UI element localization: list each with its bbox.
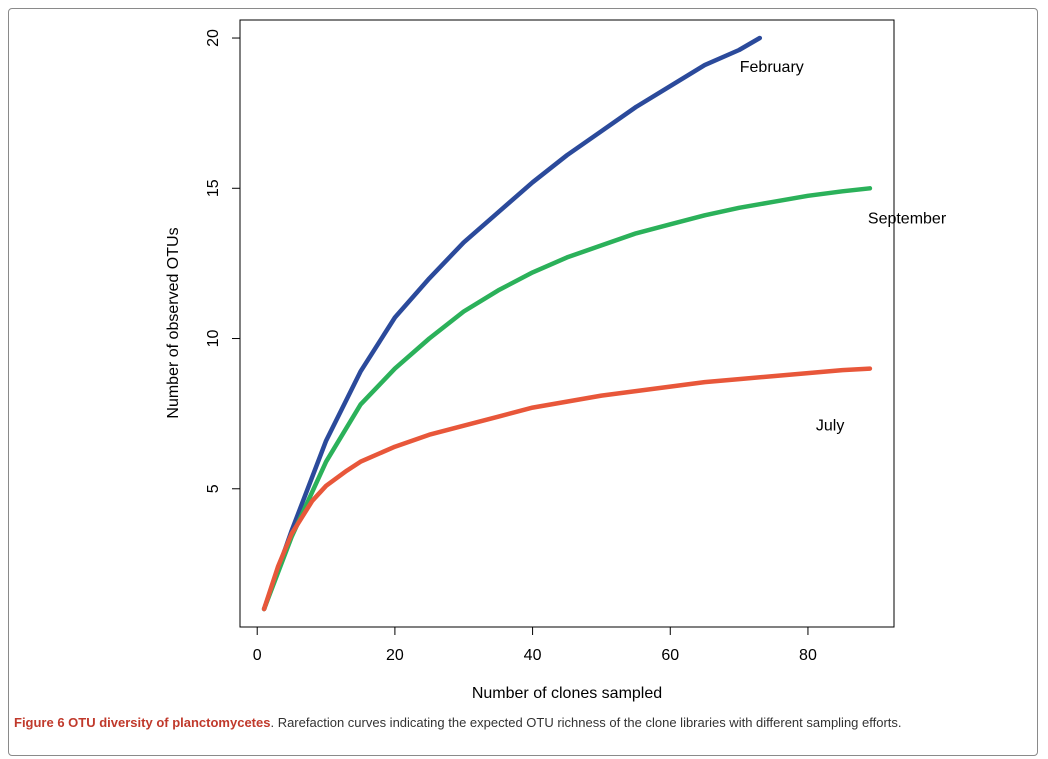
y-axis: 5 10 15 20 xyxy=(205,29,240,493)
y-tick-label: 20 xyxy=(205,29,222,47)
series-line-july xyxy=(261,366,873,612)
y-axis-title: Number of observed OTUs xyxy=(165,227,182,418)
x-axis-title: Number of clones sampled xyxy=(472,685,662,702)
y-tick-label: 10 xyxy=(205,330,222,348)
plot-area-border xyxy=(239,19,895,628)
series-label-february: February xyxy=(740,59,804,76)
y-tick-label: 15 xyxy=(205,179,222,197)
series-label-july: July xyxy=(816,418,844,435)
series-lines xyxy=(261,35,873,612)
series-line-february xyxy=(261,35,763,612)
x-tick-label: 80 xyxy=(799,647,817,664)
y-tick-label: 5 xyxy=(205,484,222,493)
x-tick-label: 40 xyxy=(524,647,542,664)
figure-frame xyxy=(8,8,1038,756)
series-label-september: September xyxy=(868,210,947,227)
caption-text: . Rarefaction curves indicating the expe… xyxy=(270,715,902,730)
caption-label: Figure 6 OTU diversity of planctomycetes xyxy=(14,715,271,730)
figure-caption: Figure 6 OTU diversity of planctomycetes… xyxy=(14,714,1032,732)
x-tick-label: 0 xyxy=(253,647,262,664)
x-tick-label: 20 xyxy=(386,647,404,664)
x-axis: 0 20 40 60 80 xyxy=(253,627,817,664)
x-tick-label: 60 xyxy=(661,647,679,664)
series-labels: February September July xyxy=(740,59,947,435)
series-line-september xyxy=(261,186,873,612)
